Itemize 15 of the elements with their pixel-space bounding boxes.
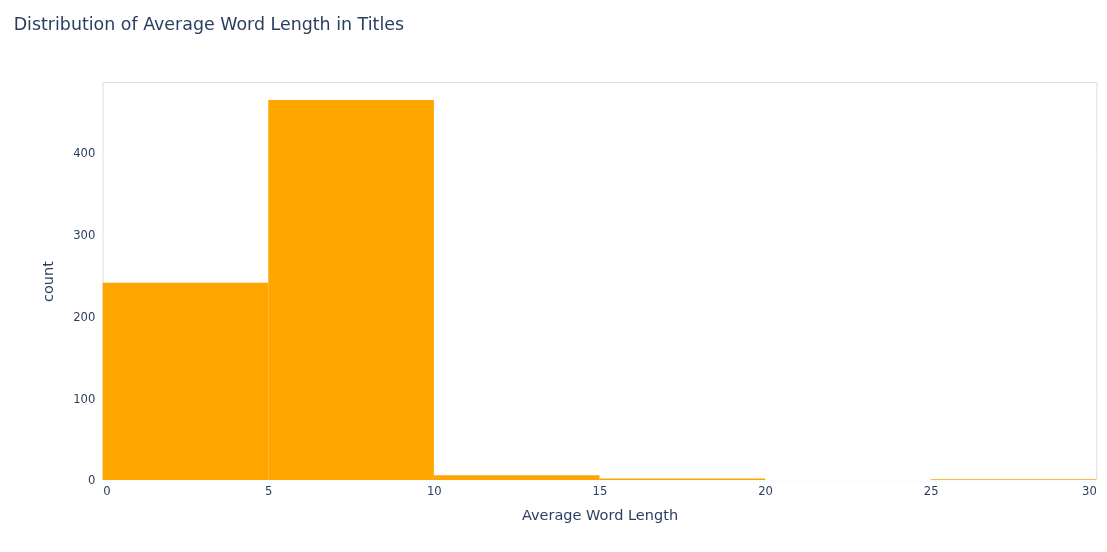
x-tick-label: 5 (265, 484, 273, 499)
y-tick-label: 100 (73, 391, 96, 406)
y-axis-title: count (39, 260, 56, 303)
x-axis-title: Average Word Length (521, 507, 679, 524)
y-tick-label: 0 (88, 473, 96, 488)
chart-title: Distribution of Average Word Length in Titles (13, 13, 405, 34)
y-tick-label: 300 (73, 227, 96, 242)
x-tick-label: 30 (1082, 484, 1097, 499)
x-tick-label: 15 (592, 484, 608, 499)
y-tick-label: 400 (73, 145, 96, 160)
x-tick-label: 25 (923, 484, 939, 499)
x-tick-label: 0 (103, 484, 111, 499)
x-tick-label: 10 (426, 484, 442, 499)
y-tick-label: 200 (73, 309, 96, 324)
x-tick-label: 20 (758, 484, 773, 499)
